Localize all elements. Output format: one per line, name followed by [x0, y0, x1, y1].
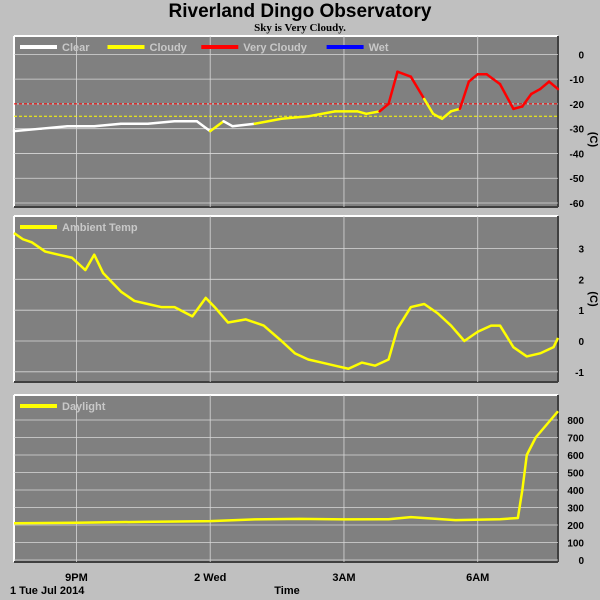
sky-temp-segment: [538, 80, 551, 91]
y-axis-unit: (C): [587, 132, 599, 148]
sky-temp-segment: [467, 72, 479, 83]
sky-temp-segment: [449, 107, 462, 113]
y-tick-label: 800: [567, 416, 584, 427]
sky-temp-segment: [485, 72, 502, 86]
sky-temp-segment: [231, 122, 257, 128]
sky-temp-segment: [356, 110, 368, 116]
sky-temp-segment: [280, 115, 310, 121]
y-tick-label: 200: [567, 521, 584, 532]
legend-label: Daylight: [62, 401, 106, 413]
sky-temp-segment: [307, 110, 337, 118]
daylight-line: [13, 410, 559, 525]
y-tick-label: 600: [567, 451, 584, 462]
sky-temp-segment: [146, 120, 176, 125]
legend-label: Cloudy: [150, 42, 188, 54]
sky-temp-segment: [39, 124, 69, 130]
y-tick-label: 500: [567, 469, 584, 480]
y-tick-label: 0: [578, 50, 584, 61]
sky-temp-segment: [431, 112, 444, 121]
sky-temp-segment: [222, 120, 234, 128]
y-tick-label: 300: [567, 504, 584, 515]
ambient-temp-line: [13, 232, 560, 370]
sky-temp-segment: [409, 75, 426, 101]
chart-title: Riverland Dingo Observatory: [168, 1, 432, 22]
sky-temp-segment: [422, 97, 435, 116]
sky-temp-segment: [529, 87, 542, 96]
y-tick-label: 3: [578, 245, 584, 256]
y-tick-label: -10: [570, 75, 585, 86]
x-tick-label: 9PM: [65, 572, 88, 584]
y-tick-label: 700: [567, 434, 584, 445]
legend-label: Clear: [62, 42, 90, 54]
sky-temp-segment: [378, 102, 390, 113]
sky-temp-segment: [208, 120, 225, 133]
y-tick-label: -1: [575, 368, 584, 379]
sky-temp-segment: [521, 92, 533, 108]
sky-temp-segment: [365, 110, 381, 116]
sky-temp-segment: [12, 127, 43, 133]
sky-temp-segment: [396, 70, 413, 78]
y-axis-unit: (C): [587, 291, 599, 307]
sky-temp-segment: [253, 117, 283, 125]
x-axis-start-date: 1 Tue Jul 2014: [10, 585, 85, 597]
x-tick-label: 3AM: [332, 572, 355, 584]
plot-area-0: [14, 36, 558, 207]
x-tick-label: 2 Wed: [194, 572, 226, 584]
legend-label: Ambient Temp: [62, 222, 138, 234]
y-tick-label: 0: [578, 337, 584, 348]
y-tick-label: -20: [570, 100, 585, 111]
plot-area-2: [14, 395, 558, 562]
y-tick-label: -50: [570, 174, 585, 185]
x-axis-title: Time: [274, 585, 299, 597]
sky-temp-segment: [195, 120, 212, 133]
sky-temp-segment: [498, 82, 515, 111]
x-tick-label: 6AM: [466, 572, 489, 584]
sky-temp-segment: [512, 105, 524, 111]
sky-temp-segment: [440, 110, 453, 121]
y-tick-label: 2: [578, 275, 584, 286]
plot-area-1: [14, 216, 558, 382]
legend-label: Wet: [369, 42, 389, 54]
sky-temp-segment: [458, 80, 471, 111]
y-tick-label: 0: [578, 556, 584, 567]
y-tick-label: -60: [570, 199, 585, 210]
y-tick-label: 1: [578, 306, 584, 317]
y-tick-label: -40: [570, 149, 585, 160]
sky-temp-segment: [547, 80, 560, 91]
sky-status-text: Sky is Very Cloudy.: [254, 22, 346, 34]
y-tick-label: -30: [570, 125, 585, 136]
legend-label: Very Cloudy: [243, 42, 307, 54]
sky-temp-segment: [93, 122, 123, 128]
sky-temp-segment: [387, 70, 399, 106]
y-tick-label: 400: [567, 486, 584, 497]
y-tick-label: 100: [567, 539, 584, 550]
